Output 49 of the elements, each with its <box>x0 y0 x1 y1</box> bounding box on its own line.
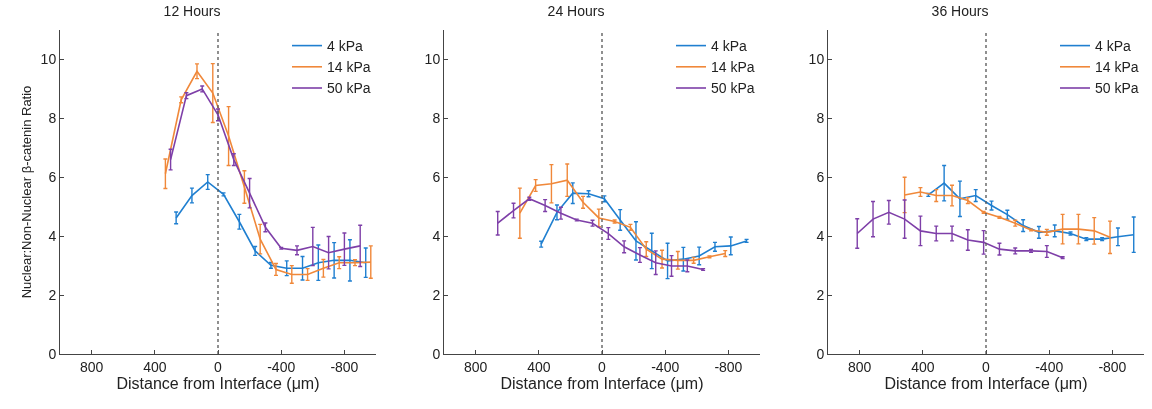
y-tick-label: 2 <box>432 286 441 303</box>
x-tick-label: 0 <box>214 358 223 375</box>
legend-label: 14 kPa <box>327 59 371 76</box>
chart-title: 24 Hours <box>547 2 605 19</box>
x-tick-label: 800 <box>847 358 872 375</box>
legend-label: 14 kPa <box>711 59 755 76</box>
x-tick-label: -400 <box>651 358 680 375</box>
x-tick-label: 800 <box>463 358 488 375</box>
x-axis-title: Distance from Interface (μm) <box>500 375 704 393</box>
x-tick-label: 800 <box>79 358 104 375</box>
y-tick-label: 8 <box>432 110 441 127</box>
x-tick-label: 400 <box>911 358 935 375</box>
legend-label: 4 kPa <box>1095 38 1132 55</box>
y-tick-label: 10 <box>424 51 441 68</box>
legend-label: 50 kPa <box>1095 80 1139 97</box>
y-tick-label: 0 <box>48 345 57 362</box>
x-tick-label: -800 <box>330 358 359 375</box>
chart-title: 12 Hours <box>163 2 221 19</box>
y-tick-label: 4 <box>816 228 825 245</box>
x-axis-title: Distance from Interface (μm) <box>884 375 1088 393</box>
chart-title: 36 Hours <box>931 2 989 19</box>
x-tick-label: 400 <box>143 358 167 375</box>
x-tick-label: 0 <box>598 358 607 375</box>
x-tick-label: -800 <box>1098 358 1127 375</box>
y-tick-label: 2 <box>816 286 825 303</box>
y-tick-label: 10 <box>40 51 57 68</box>
legend-label: 50 kPa <box>711 80 755 97</box>
x-axis-title: Distance from Interface (μm) <box>116 375 320 393</box>
y-tick-label: 0 <box>816 345 825 362</box>
x-tick-label: 0 <box>982 358 991 375</box>
x-tick-label: -800 <box>714 358 743 375</box>
legend-label: 4 kPa <box>711 38 748 55</box>
legend-label: 4 kPa <box>327 38 364 55</box>
y-tick-label: 4 <box>432 228 441 245</box>
x-tick-label: -400 <box>1035 358 1064 375</box>
x-tick-label: -400 <box>267 358 296 375</box>
y-tick-label: 0 <box>432 345 441 362</box>
y-tick-label: 6 <box>816 169 825 186</box>
y-axis-title: Nuclear:Non-Nuclear β-catenin Ratio <box>18 85 34 299</box>
legend-label: 50 kPa <box>327 80 371 97</box>
y-tick-label: 10 <box>808 51 825 68</box>
y-tick-label: 6 <box>432 169 441 186</box>
legend-label: 14 kPa <box>1095 59 1139 76</box>
y-tick-label: 8 <box>48 110 57 127</box>
y-tick-label: 6 <box>48 169 57 186</box>
y-tick-label: 4 <box>48 228 57 245</box>
y-tick-label: 2 <box>48 286 57 303</box>
y-tick-label: 8 <box>816 110 825 127</box>
x-tick-label: 400 <box>527 358 551 375</box>
